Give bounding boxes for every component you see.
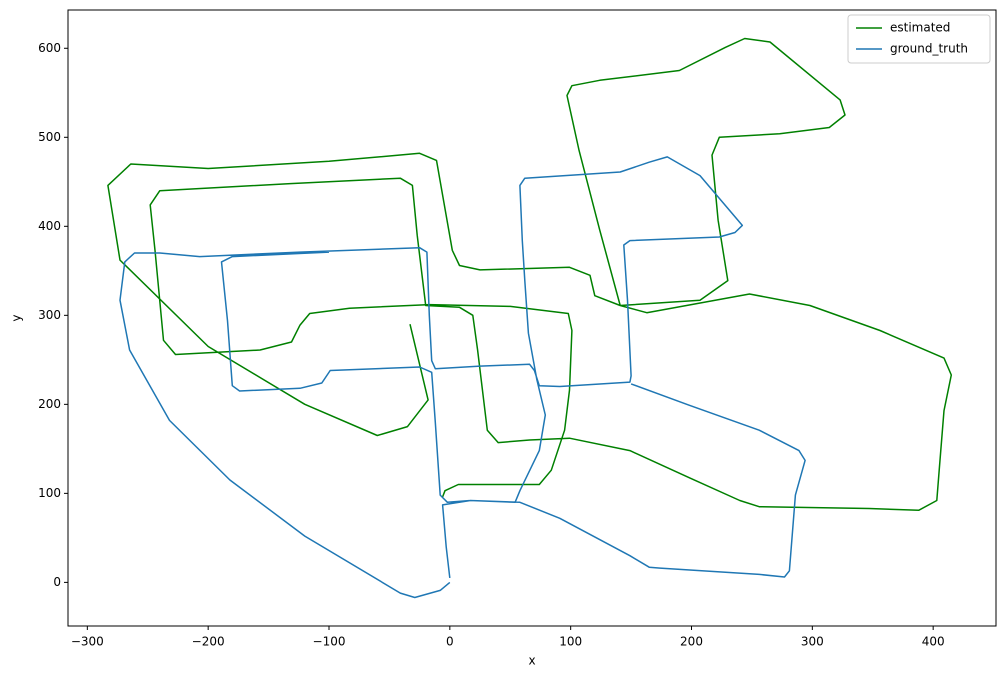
y-tick-label: 600 <box>38 41 61 55</box>
x-tick-label: −300 <box>71 635 104 649</box>
y-tick-label: 200 <box>38 397 61 411</box>
x-tick-label: 100 <box>559 635 582 649</box>
y-axis-label: y <box>10 314 24 321</box>
x-tick-label: 300 <box>801 635 824 649</box>
x-tick-label: 200 <box>680 635 703 649</box>
legend-box <box>847 14 991 64</box>
x-tick-label: −200 <box>192 635 225 649</box>
x-tick-label: 400 <box>922 635 945 649</box>
legend-label: estimated <box>890 21 950 35</box>
series-line <box>107 37 953 512</box>
legend-label: ground_truth <box>890 42 968 56</box>
y-tick-label: 400 <box>38 219 61 233</box>
x-tick-label: −100 <box>313 635 346 649</box>
y-tick-label: 0 <box>53 575 61 589</box>
plot-frame <box>67 9 997 627</box>
y-tick-label: 100 <box>38 486 61 500</box>
y-tick-label: 500 <box>38 130 61 144</box>
x-tick-label: 0 <box>446 635 454 649</box>
y-tick-label: 300 <box>38 308 61 322</box>
x-axis-label: x <box>528 654 535 668</box>
series-line <box>119 156 806 599</box>
